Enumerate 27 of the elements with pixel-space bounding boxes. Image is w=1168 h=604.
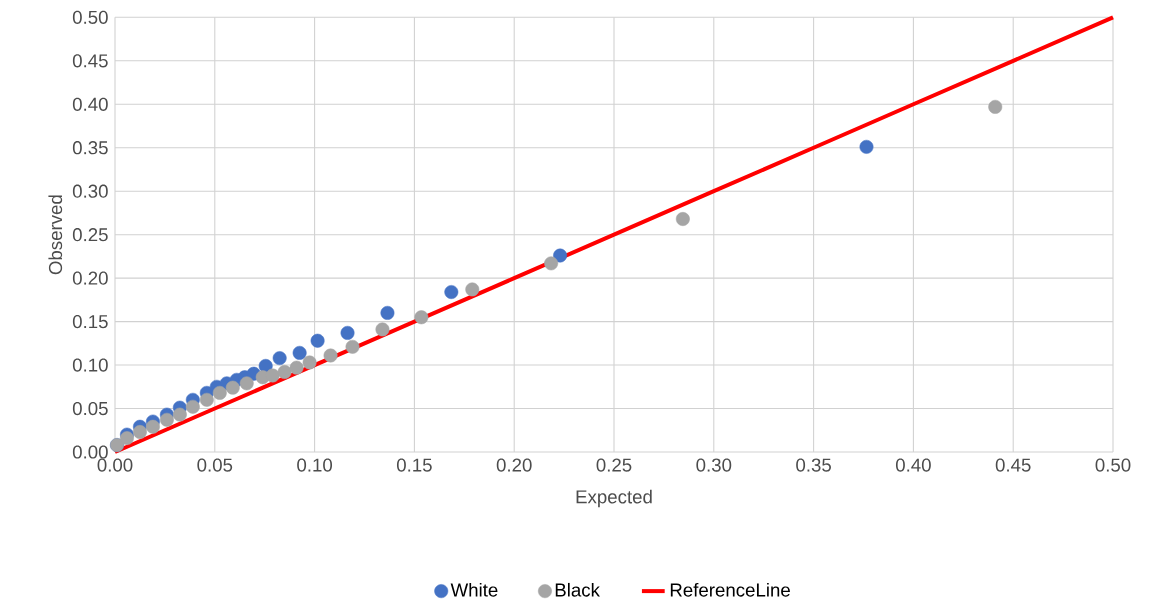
x-tick-label: 0.00 xyxy=(97,458,133,472)
y-tick-label: 0.35 xyxy=(72,141,108,155)
y-tick-label: 0.25 xyxy=(72,228,108,242)
legend-label: White xyxy=(450,582,498,597)
x-tick-label: 0.25 xyxy=(596,458,632,472)
x-axis-title: Expected xyxy=(576,489,652,508)
x-tick-label: 0.05 xyxy=(197,458,233,472)
x-tick-label: 0.35 xyxy=(796,458,831,472)
x-tick-label: 0.15 xyxy=(396,458,432,472)
y-tick-label: 0.45 xyxy=(72,54,108,68)
x-tick-label: 0.20 xyxy=(496,458,532,472)
y-tick-label: 0.10 xyxy=(72,358,108,372)
x-tick-label: 0.50 xyxy=(1095,458,1131,472)
x-tick-label: 0.40 xyxy=(895,458,931,472)
x-tick-label: 0.45 xyxy=(995,458,1031,472)
y-tick-label: 0.50 xyxy=(72,10,108,24)
y-tick-label: 0.20 xyxy=(72,271,108,285)
y-tick-label: 0.30 xyxy=(72,184,108,198)
legend-label: Black xyxy=(555,582,600,597)
y-axis-title: Observed xyxy=(48,195,63,275)
y-tick-label: 0.40 xyxy=(72,97,108,111)
legend-label: ReferenceLine xyxy=(670,582,790,597)
y-tick-label: 0.05 xyxy=(72,401,108,416)
x-tick-label: 0.30 xyxy=(696,458,732,472)
y-tick-label: 0.00 xyxy=(72,445,108,459)
y-tick-label: 0.15 xyxy=(72,314,108,329)
x-tick-label: 0.10 xyxy=(297,458,333,472)
